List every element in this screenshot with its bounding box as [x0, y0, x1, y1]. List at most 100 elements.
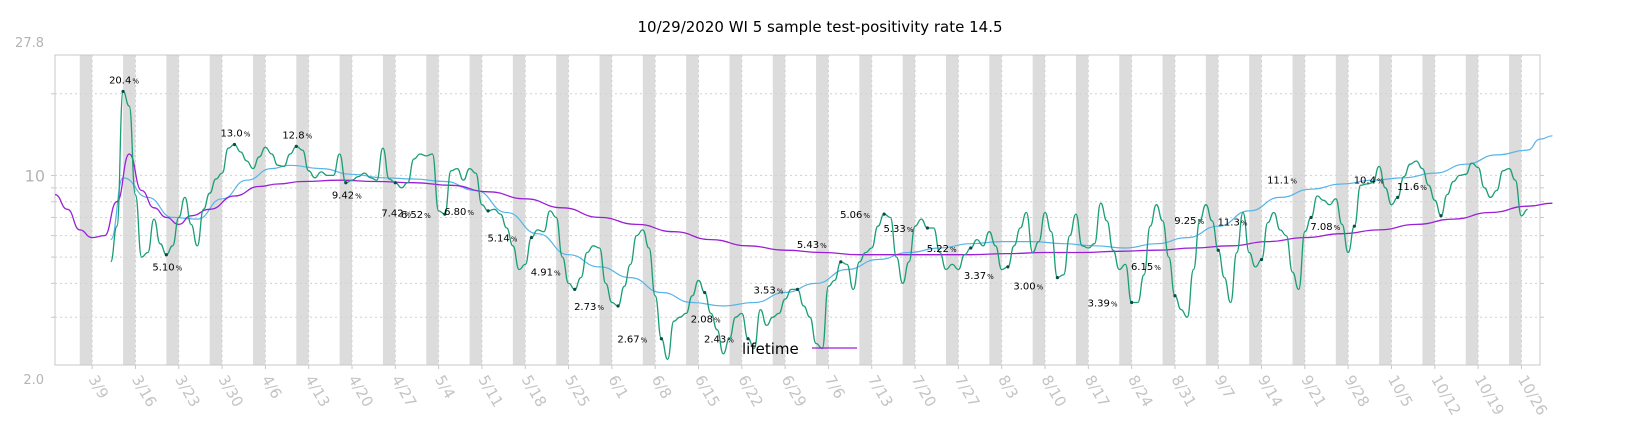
annotation-dot [1055, 276, 1059, 280]
annotation-label: 2.43% [704, 335, 734, 346]
x-tick-label: 10/5 [1384, 372, 1416, 410]
weekend-band [123, 55, 136, 365]
annotation-dot [486, 209, 490, 213]
x-tick-label: 7/6 [821, 372, 849, 402]
weekend-band [902, 55, 916, 365]
x-tick-label: 3/16 [128, 372, 160, 410]
chart-title: 10/29/2020 WI 5 sample test-positivity r… [637, 18, 1003, 36]
weekend-band [296, 55, 309, 365]
annotation-dot [393, 181, 397, 185]
weekend-band [1335, 55, 1349, 365]
annotation-dot [232, 142, 237, 147]
weekend-band [946, 55, 959, 365]
x-tick-label: 8/24 [1124, 372, 1156, 410]
x-tick-label: 7/20 [908, 372, 940, 410]
x-tick-label: 7/13 [864, 372, 896, 410]
x-tick-label: 5/25 [561, 372, 593, 410]
annotation-dot [1130, 300, 1134, 305]
x-tick-label: 4/27 [388, 372, 420, 410]
annotation-label: 3.53% [754, 285, 784, 296]
legend-label-lifetime: lifetime [742, 340, 799, 358]
annotation-label: 13.0% [220, 129, 250, 140]
weekend-band [1509, 55, 1522, 365]
x-tick-label: 8/31 [1167, 372, 1199, 410]
x-tick-label: 4/13 [301, 372, 333, 410]
weekend-band [1379, 55, 1392, 365]
x-tick-label: 6/8 [648, 372, 676, 402]
x-tick-label: 5/18 [518, 372, 550, 410]
annotation-dot [616, 304, 620, 308]
annotation-label: 5.22% [927, 244, 957, 255]
annotation-dot [659, 337, 663, 341]
annotation-dot [1216, 248, 1220, 252]
annotation-label: 10.4% [1354, 175, 1384, 186]
annotation-dot [746, 337, 750, 341]
annotation-dot [1173, 294, 1177, 298]
annotation-dot [294, 144, 298, 148]
annotation-label: 2.08% [691, 315, 721, 326]
weekend-band [512, 55, 526, 365]
annotation-label: 20.4% [109, 75, 139, 86]
weekend-band [642, 55, 656, 365]
weekend-band [1422, 55, 1435, 365]
x-tick-label: 6/22 [734, 372, 766, 410]
weekend-band [253, 55, 266, 365]
annotation-dot [121, 89, 125, 94]
x-tick-label: 9/7 [1211, 372, 1239, 402]
annotation-dot [1439, 214, 1443, 218]
x-tick-label: 5/11 [474, 372, 506, 410]
annotation-label: 7.42% [381, 209, 411, 220]
weekend-band [166, 55, 179, 365]
annotation-dot [839, 260, 843, 264]
series-line-lifetime [54, 153, 1553, 256]
annotation-label: 2.73% [574, 302, 604, 313]
weekend-band [1205, 55, 1219, 365]
annotation-label: 5.14% [487, 234, 517, 245]
weekend-band [426, 55, 439, 365]
weekend-band [469, 55, 482, 365]
weekend-band [382, 55, 396, 365]
y-tick-label: 27.8 [15, 36, 44, 51]
annotation-label: 3.39% [1088, 298, 1118, 309]
annotation-label: 5.10% [152, 263, 182, 274]
y-tick-label: 2.0 [23, 373, 44, 388]
annotation-label: 5.43% [797, 240, 827, 251]
x-tick-label: 9/14 [1254, 372, 1286, 410]
annotation-dot [1309, 215, 1313, 220]
weekend-band [556, 55, 569, 365]
annotation-dot [443, 212, 447, 216]
annotation-label: 11.3% [1218, 217, 1248, 228]
annotation-label: 6.15% [1131, 262, 1161, 273]
x-tick-label: 6/29 [778, 372, 810, 410]
weekend-band [1075, 55, 1089, 365]
annotation-dot [882, 212, 886, 216]
annotation-dot [925, 226, 930, 230]
annotation-label: 9.25% [1174, 216, 1204, 227]
annotation-dot [1396, 195, 1400, 199]
x-tick-label: 4/20 [345, 372, 377, 410]
annotation-label: 3.00% [1013, 282, 1043, 293]
annotation-label: 5.33% [883, 224, 913, 235]
x-tick-label: 6/15 [691, 372, 723, 410]
x-tick-label: 10/19 [1471, 372, 1508, 418]
annotation-dot [969, 246, 973, 250]
annotation-label: 11.6% [1397, 182, 1427, 193]
x-tick-label: 3/23 [171, 372, 203, 410]
annotation-dot [1352, 224, 1356, 228]
weekend-band [989, 55, 1002, 365]
x-tick-label: 4/6 [258, 372, 286, 402]
x-tick-label: 9/28 [1341, 372, 1373, 410]
weekend-band [1292, 55, 1305, 365]
x-tick-label: 10/26 [1514, 372, 1551, 418]
annotation-dot [344, 181, 348, 185]
x-tick-label: 3/30 [215, 372, 247, 410]
x-tick-label: 8/3 [994, 372, 1022, 402]
annotation-label: 11.1% [1267, 175, 1297, 186]
annotation-dot [164, 253, 168, 257]
weekend-band [599, 55, 612, 365]
series-line-daily [110, 90, 1528, 360]
x-tick-label: 3/9 [85, 372, 113, 402]
weekend-band [772, 55, 786, 365]
x-tick-label: 10/12 [1427, 372, 1464, 418]
